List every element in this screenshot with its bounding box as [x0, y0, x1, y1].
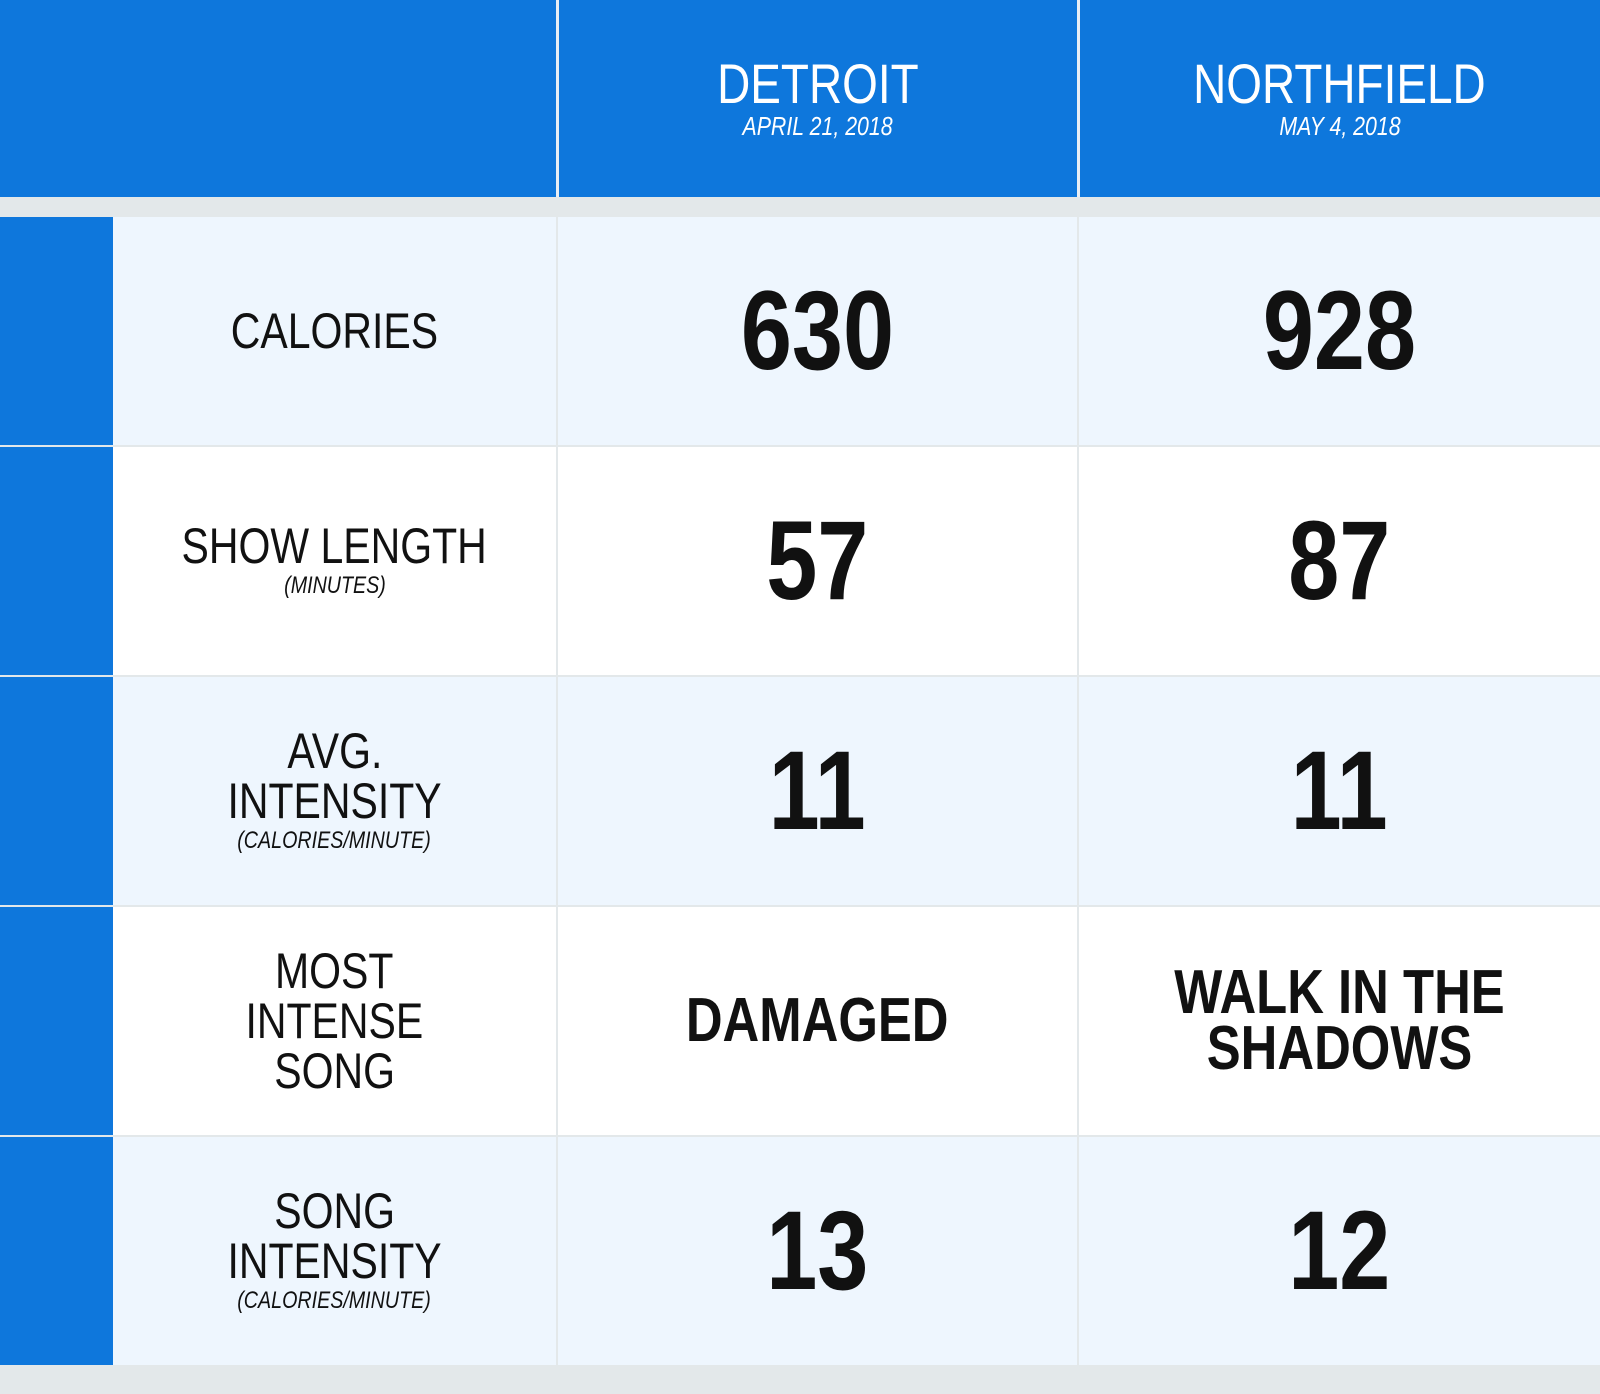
- table-row: MOST INTENSE SONG DAMAGED WALK IN THE SHADOW…: [0, 907, 1600, 1135]
- table-row: CALORIES 630 928: [0, 217, 1600, 445]
- label-note: (MINUTES): [283, 572, 386, 599]
- label-line: SHOW LENGTH: [181, 518, 488, 574]
- value: 11: [768, 728, 867, 853]
- city: NORTHFIELD: [1193, 51, 1486, 115]
- row-label: MOST INTENSE SONG: [113, 907, 556, 1135]
- label-line: MOST: [275, 943, 394, 999]
- row-strip: [0, 1137, 113, 1365]
- table-row: SONG INTENSITY (CALORIES/MINUTE) 13 12: [0, 1137, 1600, 1365]
- label-line: SONG: [274, 1183, 395, 1239]
- value: 11: [1290, 728, 1389, 853]
- table-row: SHOW LENGTH (MINUTES) 57 87: [0, 447, 1600, 675]
- label-line: INTENSITY: [227, 773, 442, 829]
- value: 928: [1262, 268, 1417, 393]
- value: 57: [766, 498, 869, 623]
- row-label: SHOW LENGTH (MINUTES): [113, 447, 556, 675]
- value-cell: 87: [1079, 447, 1600, 675]
- value-cell: 13: [558, 1137, 1077, 1365]
- value-cell: 11: [558, 677, 1077, 905]
- row-strip: [0, 447, 113, 675]
- value: 12: [1288, 1188, 1391, 1313]
- date: MAY 4, 2018: [1278, 110, 1401, 141]
- row-label: SONG INTENSITY (CALORIES/MINUTE): [113, 1137, 556, 1365]
- label-note: (CALORIES/MINUTE): [237, 827, 432, 854]
- row-strip: [0, 907, 113, 1135]
- label-note: (CALORIES/MINUTE): [237, 1287, 432, 1314]
- value-cell: 630: [558, 217, 1077, 445]
- header: [0, 0, 1600, 197]
- label-line: AVG.: [287, 723, 382, 779]
- divider: [1077, 0, 1080, 197]
- date: APRIL 21, 2018: [742, 110, 893, 141]
- value: 13: [766, 1188, 869, 1313]
- value-cell: WALK IN THE SHADOWS: [1079, 907, 1600, 1135]
- label-line: INTENSE: [245, 993, 424, 1049]
- value-cell: 57: [558, 447, 1077, 675]
- column-header: DETROIT APRIL 21, 2018: [558, 0, 1077, 197]
- row-strip: [0, 677, 113, 905]
- row-label: AVG. INTENSITY (CALORIES/MINUTE): [113, 677, 556, 905]
- value-cell: 11: [1079, 677, 1600, 905]
- value-cell: 12: [1079, 1137, 1600, 1365]
- column-header: NORTHFIELD MAY 4, 2018: [1079, 0, 1600, 197]
- label-line: SONG: [274, 1043, 395, 1099]
- row-label: CALORIES: [113, 217, 556, 445]
- row-strip: [0, 217, 113, 445]
- city: DETROIT: [716, 51, 919, 115]
- label-line: CALORIES: [230, 303, 439, 359]
- value-cell: DAMAGED: [558, 907, 1077, 1135]
- value: WALK IN THE SHADOWS: [1174, 958, 1505, 1083]
- divider: [556, 0, 559, 197]
- label-line: INTENSITY: [227, 1233, 442, 1289]
- value-cell: 928: [1079, 217, 1600, 445]
- value: 87: [1288, 498, 1391, 623]
- value: DAMAGED: [686, 986, 949, 1055]
- value: 630: [740, 268, 895, 393]
- table-row: AVG. INTENSITY (CALORIES/MINUTE) 11 11: [0, 677, 1600, 905]
